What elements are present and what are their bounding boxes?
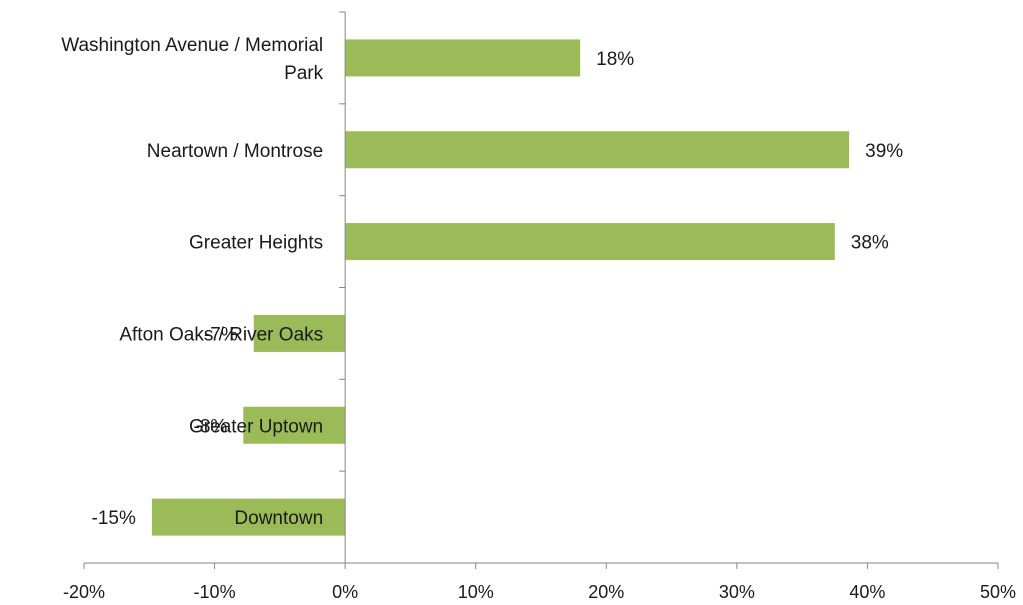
value-label: 38%	[851, 233, 889, 254]
category-label: Park	[284, 63, 324, 84]
category-label: Greater Heights	[189, 233, 323, 254]
axes-group	[83, 11, 999, 569]
bar	[345, 223, 835, 261]
category-label: Greater Uptown	[189, 416, 323, 437]
value-label: -8%	[194, 416, 228, 437]
x-tick-label: 0%	[332, 582, 358, 602]
category-label: Neartown / Montrose	[147, 141, 323, 162]
value-label: 39%	[865, 141, 903, 162]
x-tick-label: 20%	[588, 582, 624, 602]
x-tick-label: -20%	[63, 582, 105, 602]
category-label: Washington Avenue / Memorial	[61, 35, 323, 56]
value-label: 18%	[596, 49, 634, 70]
x-tick-label: 40%	[849, 582, 885, 602]
x-tick-label: 10%	[458, 582, 494, 602]
bar	[253, 314, 346, 352]
bars-group	[151, 39, 850, 536]
category-label: Downtown	[234, 508, 323, 529]
category-label: Afton Oaks / River Oaks	[119, 324, 323, 345]
x-tick-label: 30%	[719, 582, 755, 602]
bar	[345, 39, 581, 77]
value-label: -15%	[92, 508, 136, 529]
x-tick-label: 50%	[980, 582, 1016, 602]
tick-labels-group: -20% -10% 0% 10% 20% 30% 40% 50%	[63, 582, 1016, 602]
x-tick-label: -10%	[194, 582, 236, 602]
value-label: -7%	[204, 324, 238, 345]
bar	[345, 131, 850, 169]
bar	[151, 498, 346, 536]
category-labels-group: Washington Avenue / Memorial Park Neartown…	[61, 35, 323, 529]
bar	[243, 406, 346, 444]
value-labels-group: 18% 39% 38% -7% -8% -15%	[92, 49, 904, 529]
